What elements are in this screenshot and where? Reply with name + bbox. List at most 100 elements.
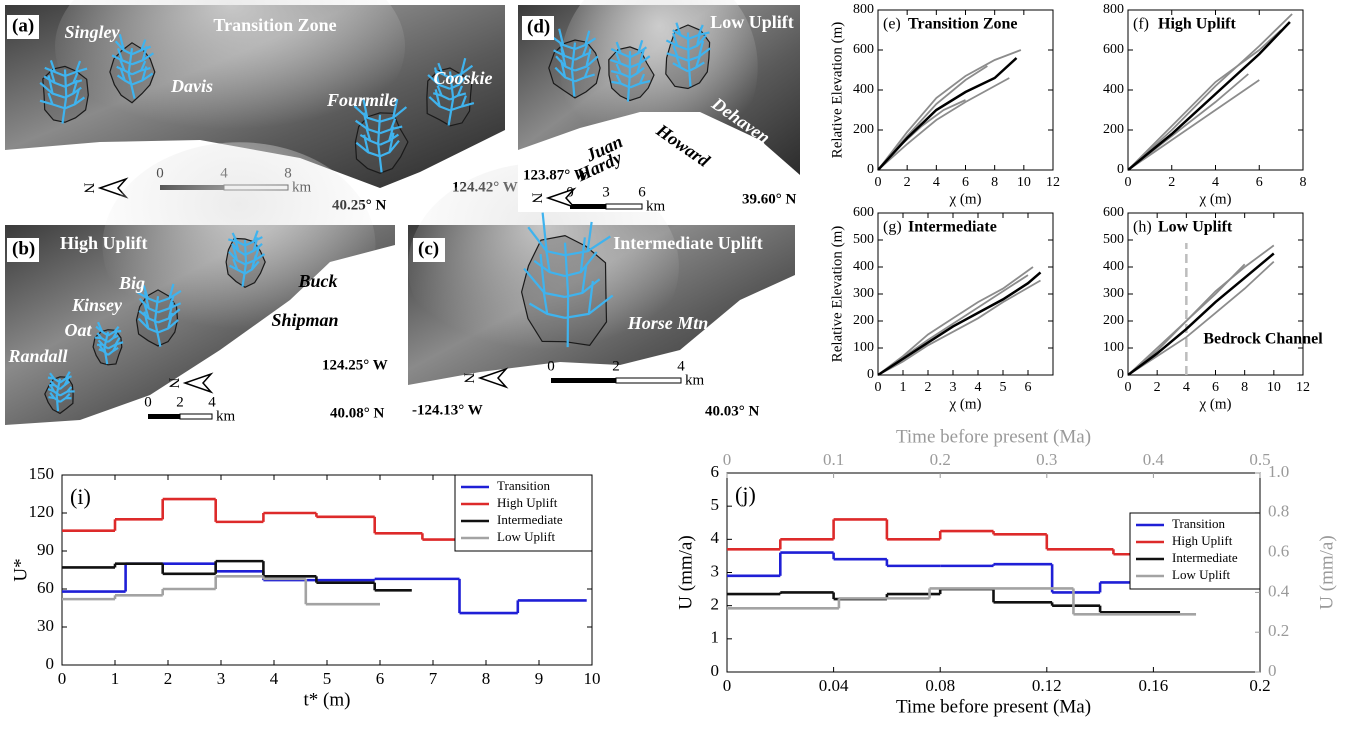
basin-name: Shipman (271, 310, 338, 330)
x-tick-label: 10 (584, 669, 601, 688)
y-tick-label: 600 (1103, 42, 1124, 57)
stream-network (550, 28, 599, 97)
y-tick-label: 4 (711, 528, 720, 547)
y-tick-label: 200 (853, 122, 874, 137)
data-line (1127, 244, 1275, 376)
data-line (1127, 79, 1260, 171)
legend-label: Transition (497, 478, 550, 493)
legend-label: Intermediate (1172, 550, 1238, 565)
y-tick-label: 0 (1117, 162, 1124, 177)
y-tick-label: 600 (1103, 205, 1124, 220)
scale-bar-black (148, 414, 180, 419)
x-tick-label: 10 (1017, 175, 1031, 190)
data-line (1127, 252, 1275, 377)
data-line (877, 266, 1034, 376)
scale-unit: km (685, 372, 705, 388)
x-tick-label: 6 (1256, 175, 1263, 190)
legend-label: High Uplift (1172, 533, 1233, 548)
data-line (1127, 21, 1291, 171)
north-arrow (545, 187, 577, 209)
map-title: Transition Zone (213, 15, 336, 35)
y-tick-label: 300 (1103, 286, 1124, 301)
x-tick-label: 1 (111, 669, 120, 688)
x-tick-label: 8 (482, 669, 491, 688)
panel-label-box (522, 16, 554, 40)
x-tick-label: 0.08 (925, 676, 955, 695)
y-tick-label: 400 (853, 82, 874, 97)
basin-name: Buck (297, 271, 337, 291)
panel-label: (i) (70, 484, 91, 509)
sea (5, 245, 395, 432)
scale-unit: km (646, 198, 666, 214)
basin-name: Randall (7, 346, 67, 366)
basin-name: Davis (170, 76, 213, 96)
scale-bar-white (615, 377, 682, 384)
scale-label: 2 (612, 358, 620, 374)
y-tick-label: 100 (853, 340, 874, 355)
x-tick-label: 0 (1125, 175, 1132, 190)
stream-network (427, 57, 475, 126)
data-line (877, 77, 1010, 171)
x-tick-label: 2 (1154, 380, 1161, 395)
scale-label: 4 (677, 358, 685, 374)
stream-network (353, 97, 408, 173)
panel-label: (b) (12, 238, 35, 259)
y-axis-label: U* (10, 558, 31, 581)
stream-network (523, 212, 614, 348)
x-tick-label: 2 (904, 175, 911, 190)
map-title: Low Uplift (710, 12, 794, 32)
data-line (1127, 29, 1282, 171)
x-tick-label: 4 (270, 669, 279, 688)
y-tick-label: 200 (853, 313, 874, 328)
x-tick-label: 4 (975, 380, 982, 395)
x-tick-label: 2 (925, 380, 932, 395)
x-axis-label: Time before present (Ma) (896, 696, 1091, 717)
x-tick-label: 0 (58, 669, 67, 688)
stream-network (94, 321, 124, 365)
y2-axis-label: U (mm/a) (1316, 535, 1337, 609)
y-axis-label: U (mm/a) (675, 535, 696, 609)
x-tick-label: 0.04 (819, 676, 849, 695)
x-tick-label: 6 (1212, 380, 1219, 395)
y-tick-label: 1 (711, 628, 720, 647)
scale-unit: km (216, 408, 236, 424)
x-tick-label: 0 (875, 380, 882, 395)
scale-label: 0 (547, 358, 555, 374)
stream-network (136, 283, 182, 347)
y-tick-label: 3 (711, 561, 720, 580)
y-tick-label: 120 (29, 502, 55, 521)
panel-title: Intermediate (908, 219, 997, 236)
y-tick-label: 60 (37, 578, 54, 597)
y-tick-label: 0 (711, 661, 720, 680)
panel-label: (g) (883, 219, 902, 236)
legend-label: Low Uplift (497, 529, 556, 544)
x-tick-label: 1 (900, 380, 907, 395)
scale-bar-black (551, 378, 616, 383)
x-tick-label: 5 (1000, 380, 1007, 395)
legend-label: Low Uplift (1172, 567, 1231, 582)
longitude: 123.87° W (523, 167, 589, 183)
x-tick-label: 8 (991, 175, 998, 190)
stream-network (111, 33, 155, 99)
scale-bar-white (605, 203, 643, 210)
y-tick-label: 0 (1117, 367, 1124, 382)
data-line (877, 49, 1022, 171)
north-arrow (182, 372, 214, 394)
x-tick-label: 0.12 (1032, 676, 1062, 695)
y-tick-label: 6 (711, 462, 720, 481)
panel-label-box (413, 238, 445, 262)
x-tick-label: 4 (1212, 175, 1219, 190)
map-title: Intermediate Uplift (613, 233, 762, 253)
stream-network (228, 230, 266, 287)
x-tick-label: 12 (1296, 380, 1310, 395)
data-line (877, 57, 1018, 171)
panel-title: High Uplift (1158, 16, 1236, 33)
y-tick-label: 300 (853, 286, 874, 301)
basin-outline (520, 234, 608, 347)
x-tick-label: 0 (875, 175, 882, 190)
y-tick-label: 600 (853, 42, 874, 57)
y-tick-label: 500 (1103, 232, 1124, 247)
x-axis-label: χ (m) (1198, 396, 1231, 412)
y-axis-label: Relative Elevation (m) (829, 22, 845, 159)
